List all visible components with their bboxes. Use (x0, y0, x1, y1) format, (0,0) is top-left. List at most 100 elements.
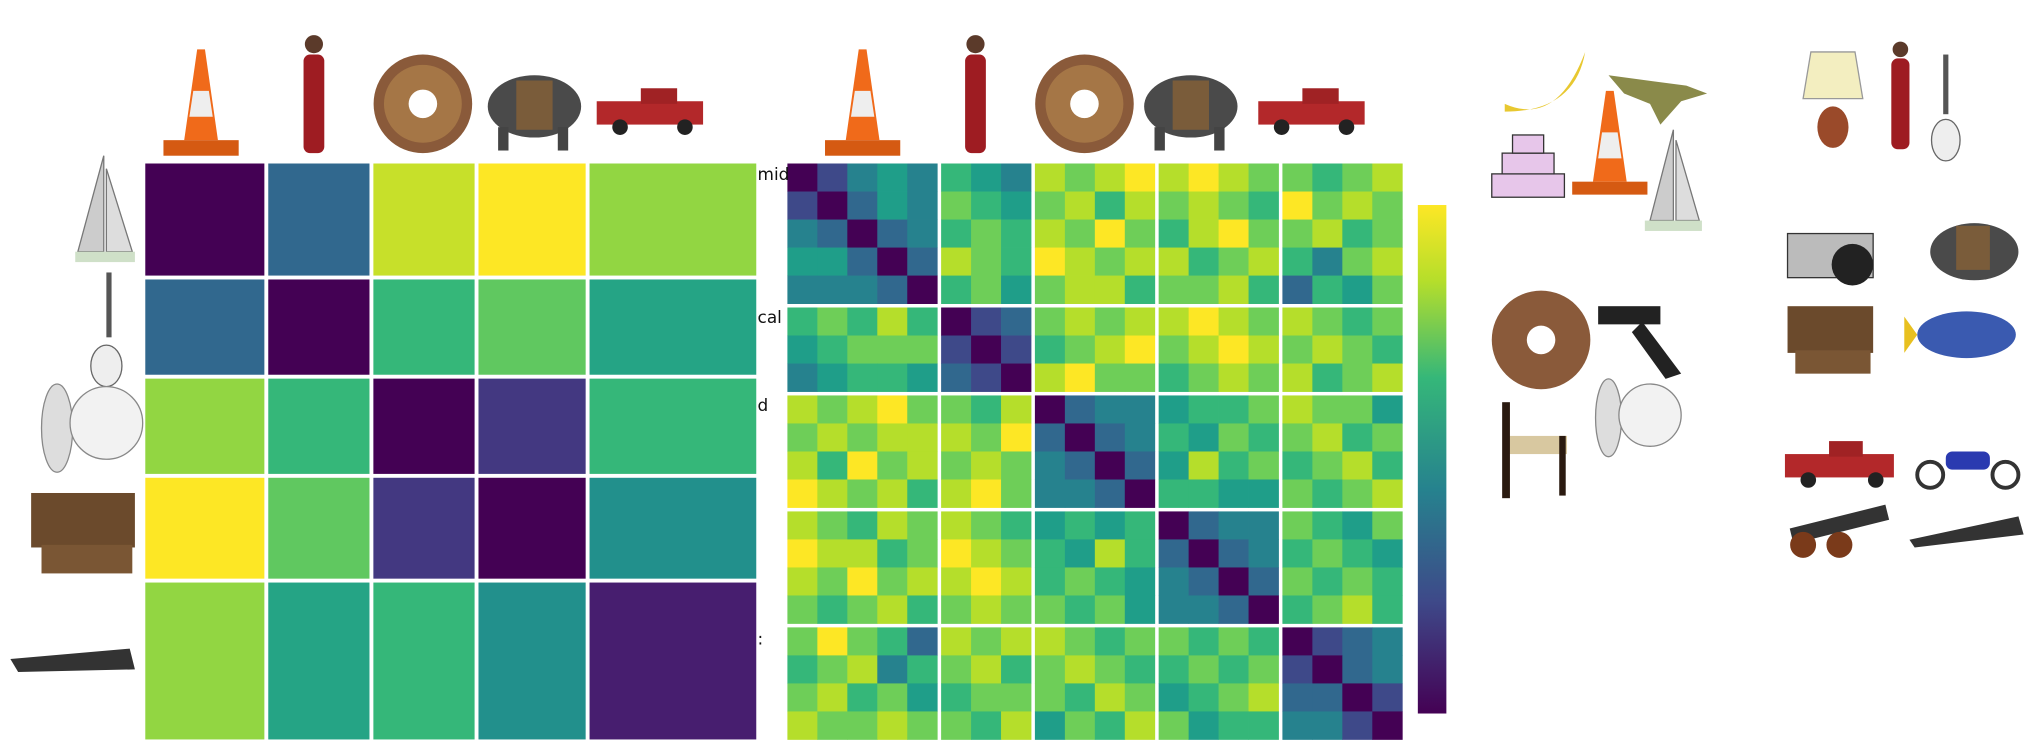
heatmap-cell (1372, 451, 1403, 480)
heatmap-cell (907, 247, 938, 276)
heatmap-cell (1188, 451, 1219, 480)
heatmap-cell (1034, 451, 1066, 480)
heatmap-block (373, 477, 475, 579)
heatmap-cell (1064, 539, 1096, 568)
heatmap-cell (1312, 511, 1343, 540)
heatmap-cell (1064, 683, 1096, 712)
heatmap-cell (971, 511, 1002, 540)
heatmap-cell (1094, 711, 1126, 740)
heatmap-cell (1001, 511, 1032, 540)
heatmap-cell (1282, 163, 1313, 192)
heatmap-cell (1094, 363, 1126, 392)
heatmap-cell (1372, 335, 1403, 364)
heatmap-cell (907, 335, 938, 364)
heatmap-cell (1034, 655, 1066, 684)
donut-icon (1491, 290, 1591, 390)
heatmap-cell (1064, 655, 1096, 684)
heatmap-cell (1282, 395, 1313, 424)
heatmap-cell (1188, 423, 1219, 452)
heatmap-cell (941, 423, 972, 452)
heatmap-cell (847, 307, 878, 336)
heatmap-block (145, 163, 265, 276)
heatmap-cell (817, 395, 848, 424)
heatmap-cell (1034, 363, 1066, 392)
heatmap-cell (1282, 539, 1313, 568)
heatmap-cell (941, 191, 972, 220)
heatmap-cell (941, 395, 972, 424)
heatmap-cell (1282, 275, 1313, 304)
heatmap-cell (1158, 595, 1190, 624)
heatmap-cell (1124, 219, 1156, 248)
heatmap-cell (1188, 511, 1219, 540)
heatmap-cell (817, 335, 848, 364)
heatmap-cell (1001, 247, 1032, 276)
heatmap-cell (787, 627, 818, 656)
heatmap-cell (817, 219, 848, 248)
heatmap-block (268, 378, 370, 474)
heatmap-cell (877, 191, 908, 220)
heatmap-cell (1158, 275, 1190, 304)
heatmap-cell (1124, 479, 1156, 508)
heatmap-block (478, 163, 586, 276)
heatmap-cell (1342, 451, 1373, 480)
heatmap-cell (1312, 479, 1343, 508)
heatmap-cell (941, 655, 972, 684)
heatmap-cell (1248, 191, 1279, 220)
heatmap-cell (1342, 307, 1373, 336)
heatmap-cell (941, 683, 972, 712)
heatmap-cell (1188, 219, 1219, 248)
heatmap-cell (1064, 451, 1096, 480)
heatmap-cell (1372, 219, 1403, 248)
truck-icon (596, 88, 704, 135)
heatmap-cell (817, 275, 848, 304)
heatmap-cell (1188, 595, 1219, 624)
heatmap-cell (1218, 479, 1249, 508)
heatmap-cell (1218, 275, 1249, 304)
heatmap-cell (971, 363, 1002, 392)
heatmap-cell (1312, 363, 1343, 392)
heatmap-cell (941, 451, 972, 480)
heatmap-cell (1248, 711, 1279, 740)
heatmap-cell (1248, 307, 1279, 336)
labels: mid cal d: (758, 164, 790, 648)
heatmap-cell (1312, 307, 1343, 336)
heatmap-cell (1282, 219, 1313, 248)
heatmap-cell (1218, 363, 1249, 392)
heatmap-cell (1188, 539, 1219, 568)
heatmap-cell (847, 479, 878, 508)
chair-icon (1502, 402, 1568, 499)
heatmap-cell (817, 595, 848, 624)
heatmap-cell (1124, 451, 1156, 480)
heatmap-cell (787, 711, 818, 740)
heatmap-cell (1064, 219, 1096, 248)
cannon-icon (1789, 504, 1890, 558)
heatmap-cell (1124, 275, 1156, 304)
heatmap-cell (817, 247, 848, 276)
heatmap-cell (787, 275, 818, 304)
heatmap-cell (1064, 163, 1096, 192)
heatmap-block (145, 279, 265, 375)
heatmap-cell (1094, 655, 1126, 684)
heatmap-cell (1124, 395, 1156, 424)
heatmap-cell (907, 395, 938, 424)
heatmap-cell (877, 627, 908, 656)
heatmap-cell (1248, 335, 1279, 364)
heatmap-cell (1001, 275, 1032, 304)
heatmap-cell (1282, 423, 1313, 452)
heatmap-block (373, 163, 475, 276)
heatmap-cell (941, 711, 972, 740)
heatmap-cell (1218, 247, 1249, 276)
heatmap-cell (1034, 307, 1066, 336)
heatmap-cell (877, 479, 908, 508)
heatmap-cell (817, 479, 848, 508)
heatmap-cell (817, 627, 848, 656)
heatmap-cell (941, 567, 972, 596)
heatmap-cell (1094, 627, 1126, 656)
heatmap-cell (941, 511, 972, 540)
heatmap-cell (1001, 395, 1032, 424)
heatmap-cell (907, 275, 938, 304)
heatmap-cell (1218, 335, 1249, 364)
heatmap-cell (1158, 627, 1190, 656)
heatmap-cell (1034, 539, 1066, 568)
heatmap-cell (941, 539, 972, 568)
